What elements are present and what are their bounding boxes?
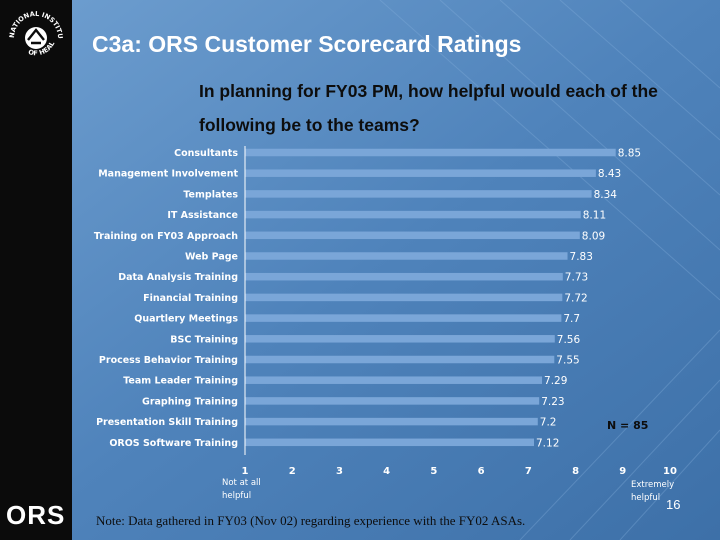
value-label: 7.23 bbox=[541, 396, 564, 408]
category-label: Training on FY03 Approach bbox=[94, 231, 238, 242]
value-label: 7.29 bbox=[544, 375, 567, 387]
bar bbox=[245, 438, 534, 447]
category-label: Presentation Skill Training bbox=[96, 417, 238, 428]
bar bbox=[245, 355, 555, 364]
value-label: 7.12 bbox=[536, 437, 559, 449]
x-tick-label: 2 bbox=[289, 466, 296, 477]
bar bbox=[245, 293, 563, 302]
category-label: BSC Training bbox=[170, 334, 238, 345]
bar bbox=[245, 335, 555, 343]
value-label: 8.85 bbox=[618, 148, 641, 160]
bar bbox=[245, 376, 543, 384]
nih-logo-icon: NATIONAL INSTITUTES OF HEALTH bbox=[4, 4, 64, 57]
x-label-left-line2: helpful bbox=[222, 491, 251, 501]
bar bbox=[245, 314, 562, 322]
bar bbox=[245, 231, 580, 240]
bar bbox=[245, 272, 563, 281]
value-label: 7.72 bbox=[564, 292, 587, 304]
category-label: Process Behavior Training bbox=[99, 355, 238, 366]
category-label: OROS Software Training bbox=[109, 438, 238, 449]
sidebar: NATIONAL INSTITUTES OF HEALTH ORS bbox=[0, 0, 72, 540]
value-label: 8.34 bbox=[594, 189, 618, 201]
category-label: Financial Training bbox=[143, 293, 238, 304]
category-label: Web Page bbox=[185, 252, 238, 263]
value-label: 7.7 bbox=[563, 313, 580, 325]
category-label: Data Analysis Training bbox=[118, 272, 238, 283]
value-label: 7.56 bbox=[557, 334, 581, 346]
category-labels: Consultants Management Involvement Templat… bbox=[94, 148, 239, 449]
value-label: 7.73 bbox=[565, 272, 588, 284]
bar bbox=[245, 190, 592, 198]
x-tick-label: 9 bbox=[619, 466, 626, 477]
sample-size-annotation: N = 85 bbox=[607, 419, 648, 432]
value-labels: 8.85 8.43 8.34 8.11 8.09 7.83 7.73 7.72 7.7 7.56 7… bbox=[536, 148, 641, 450]
bar bbox=[245, 252, 568, 260]
value-label: 8.09 bbox=[582, 230, 605, 242]
bar bbox=[245, 417, 538, 426]
x-label-right-line1: Extremely bbox=[631, 480, 674, 490]
bar bbox=[245, 397, 540, 405]
value-label: 8.11 bbox=[583, 210, 606, 222]
x-label-left-line1: Not at all bbox=[222, 478, 261, 488]
bars-layer bbox=[245, 148, 616, 447]
bar bbox=[245, 210, 581, 219]
x-tick-label: 6 bbox=[478, 466, 485, 477]
x-tick-label: 8 bbox=[572, 466, 579, 477]
x-tick-label: 4 bbox=[383, 466, 390, 477]
value-label: 8.43 bbox=[598, 168, 621, 180]
x-label-right-line2: helpful bbox=[631, 493, 660, 503]
bar bbox=[245, 169, 596, 177]
category-label: Graphing Training bbox=[142, 396, 238, 407]
x-tick-label: 5 bbox=[430, 466, 437, 477]
x-tick-label: 10 bbox=[663, 466, 677, 477]
page-number: 16 bbox=[666, 497, 681, 512]
ors-logo: ORS bbox=[6, 500, 66, 530]
value-label: 7.55 bbox=[556, 355, 579, 367]
x-tick-label: 1 bbox=[242, 466, 249, 477]
category-label: Templates bbox=[183, 189, 238, 200]
category-label: Management Involvement bbox=[98, 169, 238, 180]
category-label: Team Leader Training bbox=[123, 376, 238, 387]
value-label: 7.2 bbox=[540, 417, 557, 429]
footnote: Note: Data gathered in FY03 (Nov 02) reg… bbox=[96, 513, 526, 528]
slide-title: C3a: ORS Customer Scorecard Ratings bbox=[92, 31, 522, 57]
slide-subtitle: In planning for FY03 PM, how helpful wou… bbox=[199, 81, 658, 135]
x-tick-label: 3 bbox=[336, 466, 343, 477]
value-label: 7.83 bbox=[570, 251, 593, 263]
category-label: IT Assistance bbox=[167, 210, 238, 221]
category-label: Consultants bbox=[174, 148, 238, 159]
category-label: Quartlery Meetings bbox=[134, 314, 238, 325]
x-tick-label: 7 bbox=[525, 466, 532, 477]
bar bbox=[245, 148, 616, 157]
x-tick-labels: 1 2 3 4 5 6 7 8 9 10 bbox=[242, 466, 677, 477]
